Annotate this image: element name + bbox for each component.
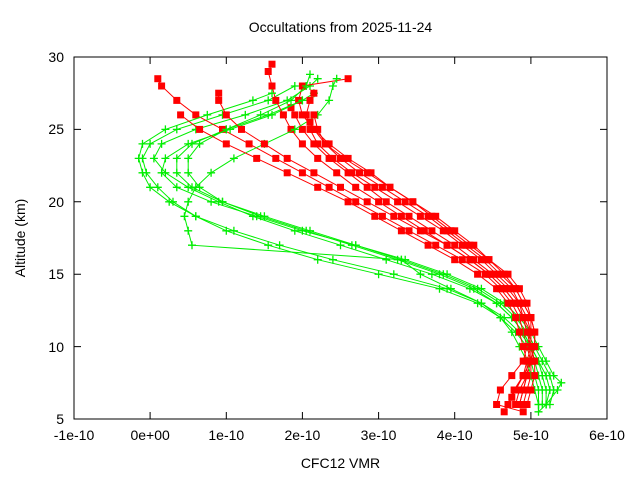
y-tick-label: 25 <box>48 121 64 138</box>
y-tick-label: 5 <box>56 411 64 427</box>
x-tick-label: 1e-10 <box>208 427 245 443</box>
y-tick-label: 30 <box>48 49 64 65</box>
series-green-7-markers <box>134 89 554 409</box>
series-red-7-line <box>218 93 536 405</box>
series-green-4-markers <box>157 96 566 416</box>
y-tick-label: 15 <box>48 266 64 283</box>
x-tick-label: 3e-10 <box>360 427 397 443</box>
plot-border <box>73 56 608 420</box>
series-green-4-line <box>161 99 562 413</box>
x-axis-label: CFC12 VMR <box>300 455 381 471</box>
x-tick-label: 6e-10 <box>589 427 625 443</box>
series-green-3-line <box>176 92 555 405</box>
series-green-6-line <box>183 78 539 405</box>
chart-title: Occultations from 2025-11-24 <box>248 19 433 35</box>
series-red-1-markers <box>295 75 539 416</box>
series-red-9-markers <box>177 111 531 408</box>
y-tick-label: 20 <box>48 193 64 210</box>
x-tick-label: 0e+00 <box>130 427 170 443</box>
series-green-5-markers <box>184 70 547 409</box>
x-tick-label: -1e-10 <box>53 427 95 443</box>
x-tick-label: 2e-10 <box>284 427 321 443</box>
x-tick-label: 5e-10 <box>512 427 549 443</box>
series-green-6-markers <box>180 74 543 409</box>
series-red-7-markers <box>215 89 539 408</box>
series-red-8-line <box>309 121 536 405</box>
series-green-3-markers <box>172 89 558 409</box>
y-tick-label: 10 <box>48 338 64 355</box>
x-tick-label: 4e-10 <box>436 427 473 443</box>
series-red-8-markers <box>306 118 539 408</box>
series-red-6-line <box>313 114 532 413</box>
series-red-1-line <box>298 78 536 413</box>
series-green-1-line <box>153 78 547 405</box>
